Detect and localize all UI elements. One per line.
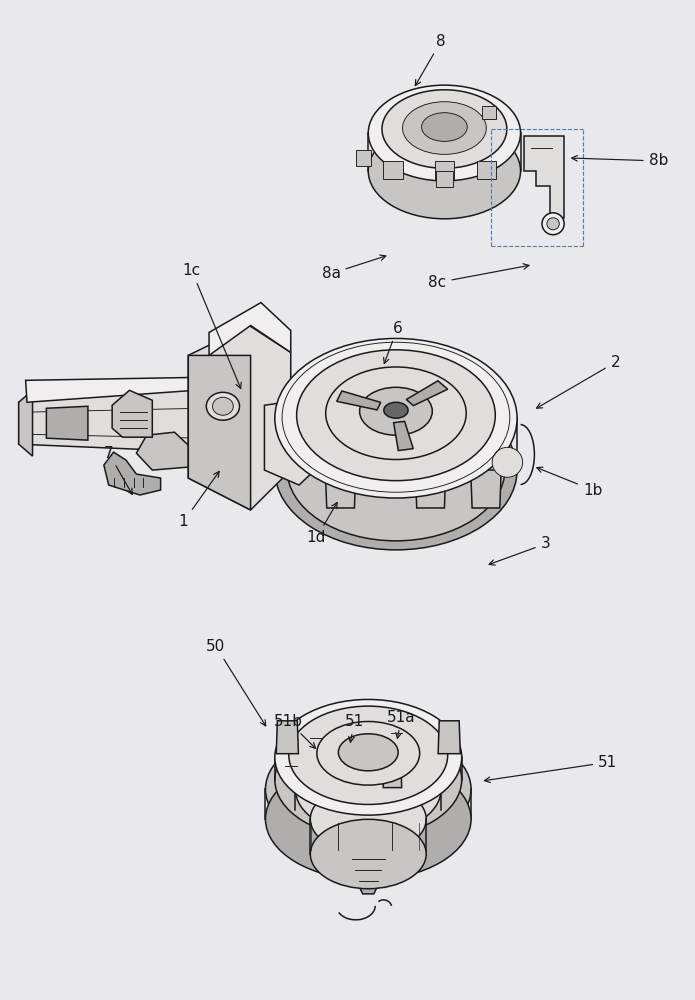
Ellipse shape: [297, 350, 496, 481]
Text: 1d: 1d: [306, 503, 337, 545]
Ellipse shape: [275, 699, 461, 815]
Text: 51: 51: [345, 714, 364, 742]
Ellipse shape: [368, 85, 521, 181]
Ellipse shape: [326, 367, 466, 460]
Polygon shape: [209, 303, 291, 355]
Polygon shape: [438, 721, 460, 754]
Ellipse shape: [492, 447, 523, 477]
Polygon shape: [19, 384, 213, 452]
Text: 8: 8: [416, 34, 445, 86]
Ellipse shape: [338, 734, 398, 771]
Ellipse shape: [289, 706, 448, 804]
FancyBboxPatch shape: [482, 106, 496, 119]
FancyBboxPatch shape: [436, 171, 452, 187]
Text: 7: 7: [104, 446, 132, 494]
Polygon shape: [471, 470, 501, 508]
Text: 3: 3: [489, 536, 550, 565]
Polygon shape: [276, 721, 298, 754]
Text: 1b: 1b: [537, 467, 603, 498]
Text: 51a: 51a: [387, 710, 416, 738]
Text: 8c: 8c: [428, 264, 529, 290]
Text: 1: 1: [179, 471, 219, 529]
Ellipse shape: [542, 213, 564, 235]
Ellipse shape: [402, 102, 486, 154]
Text: 51b: 51b: [274, 714, 316, 748]
Ellipse shape: [287, 375, 505, 519]
FancyBboxPatch shape: [477, 161, 496, 179]
Polygon shape: [104, 452, 161, 495]
Ellipse shape: [422, 113, 467, 141]
Ellipse shape: [213, 397, 234, 415]
Polygon shape: [349, 854, 388, 894]
Ellipse shape: [265, 758, 471, 880]
Ellipse shape: [547, 218, 559, 230]
Text: 1c: 1c: [183, 263, 241, 389]
Polygon shape: [393, 421, 414, 451]
Ellipse shape: [275, 390, 517, 550]
Polygon shape: [47, 406, 88, 440]
Polygon shape: [136, 432, 188, 470]
Ellipse shape: [359, 387, 432, 435]
Ellipse shape: [287, 397, 505, 541]
FancyBboxPatch shape: [434, 161, 454, 179]
Ellipse shape: [311, 819, 426, 889]
Polygon shape: [188, 355, 251, 510]
Polygon shape: [524, 136, 564, 218]
Polygon shape: [336, 391, 381, 410]
Ellipse shape: [275, 722, 461, 837]
Text: 51: 51: [484, 755, 617, 783]
Text: 6: 6: [384, 321, 402, 364]
FancyBboxPatch shape: [356, 150, 371, 166]
Ellipse shape: [295, 744, 441, 834]
Text: 50: 50: [206, 639, 265, 726]
Text: 8b: 8b: [572, 153, 668, 168]
Ellipse shape: [368, 123, 521, 219]
Polygon shape: [416, 470, 445, 508]
Polygon shape: [19, 390, 33, 456]
Polygon shape: [188, 325, 291, 510]
Ellipse shape: [317, 721, 420, 785]
Ellipse shape: [382, 90, 507, 168]
Polygon shape: [383, 755, 402, 788]
Polygon shape: [264, 400, 325, 485]
Text: 2: 2: [537, 355, 620, 408]
Ellipse shape: [206, 392, 240, 420]
Ellipse shape: [311, 784, 426, 854]
Polygon shape: [407, 381, 448, 406]
Polygon shape: [26, 377, 199, 402]
Ellipse shape: [265, 728, 471, 850]
Ellipse shape: [384, 402, 408, 418]
FancyBboxPatch shape: [383, 161, 402, 179]
Polygon shape: [112, 390, 152, 437]
Polygon shape: [325, 470, 356, 508]
Text: 8a: 8a: [322, 255, 386, 281]
Ellipse shape: [275, 338, 517, 498]
